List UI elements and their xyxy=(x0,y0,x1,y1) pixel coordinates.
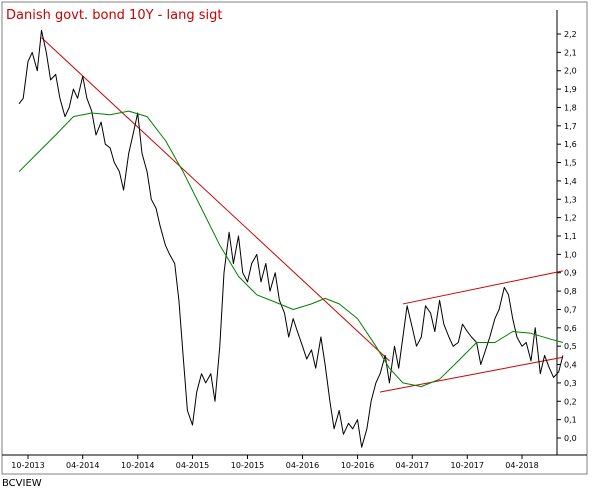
y-tick-label: 0,5 xyxy=(564,342,577,351)
y-tick-label: 1,2 xyxy=(564,214,577,223)
y-tick-label: 2,0 xyxy=(564,67,577,76)
series-layer xyxy=(18,29,564,448)
y-tick-label: 1,5 xyxy=(564,159,577,168)
y-tick-label: 0,4 xyxy=(564,361,577,370)
y-tick-label: 1,4 xyxy=(564,177,577,186)
x-tick-label: 04-2017 xyxy=(396,461,429,470)
trendline-1 xyxy=(41,37,390,362)
y-tick-label: 0,8 xyxy=(564,287,577,296)
y-tick-label: 0,0 xyxy=(564,434,577,443)
x-tick-label: 10-2015 xyxy=(231,461,264,470)
plot-border xyxy=(1,1,588,475)
trendline-3 xyxy=(379,356,563,393)
y-tick-label: 1,9 xyxy=(564,85,577,94)
y-tick-label: 0,7 xyxy=(564,305,577,314)
y-tick-label: 1,3 xyxy=(564,195,577,204)
x-tick-label: 10-2016 xyxy=(341,461,374,470)
moving-average-line xyxy=(18,110,564,388)
y-tick-label: 1,6 xyxy=(564,140,577,149)
chart-title: Danish govt. bond 10Y - lang sigt xyxy=(6,8,222,23)
y-tick-label: 0,1 xyxy=(564,416,577,425)
x-tick-label: 10-2013 xyxy=(11,461,44,470)
x-tick-label: 10-2017 xyxy=(451,461,484,470)
x-tick-label: 04-2015 xyxy=(176,461,209,470)
y-tick-label: 0,2 xyxy=(564,397,577,406)
y-tick-label: 1,7 xyxy=(564,122,577,131)
y-tick-label: 1,1 xyxy=(564,232,577,241)
x-tick-label: 04-2018 xyxy=(505,461,538,470)
y-tick-label: 0,9 xyxy=(564,269,577,278)
x-tick-label: 10-2014 xyxy=(121,461,154,470)
price-line xyxy=(18,29,564,448)
y-tick-label: 2,1 xyxy=(564,48,577,57)
y-tick-label: 0,6 xyxy=(564,324,577,333)
axes: 0,0 0,1 0,2 0,3 0,4 0,5 0,6 0,7 0,8 0,9 1,0 1,1 1,2 1… xyxy=(2,10,587,470)
y-tick-label: 1,0 xyxy=(564,250,577,259)
x-tick-label: 04-2014 xyxy=(66,461,99,470)
y-tick-label: 1,8 xyxy=(564,103,577,112)
y-tick-label: 2,2 xyxy=(564,30,577,39)
footer-brand: BCVIEW xyxy=(2,478,42,489)
y-tick-label: 0,3 xyxy=(564,379,577,388)
trendline-2 xyxy=(402,270,563,305)
x-tick-label: 04-2016 xyxy=(286,461,319,470)
